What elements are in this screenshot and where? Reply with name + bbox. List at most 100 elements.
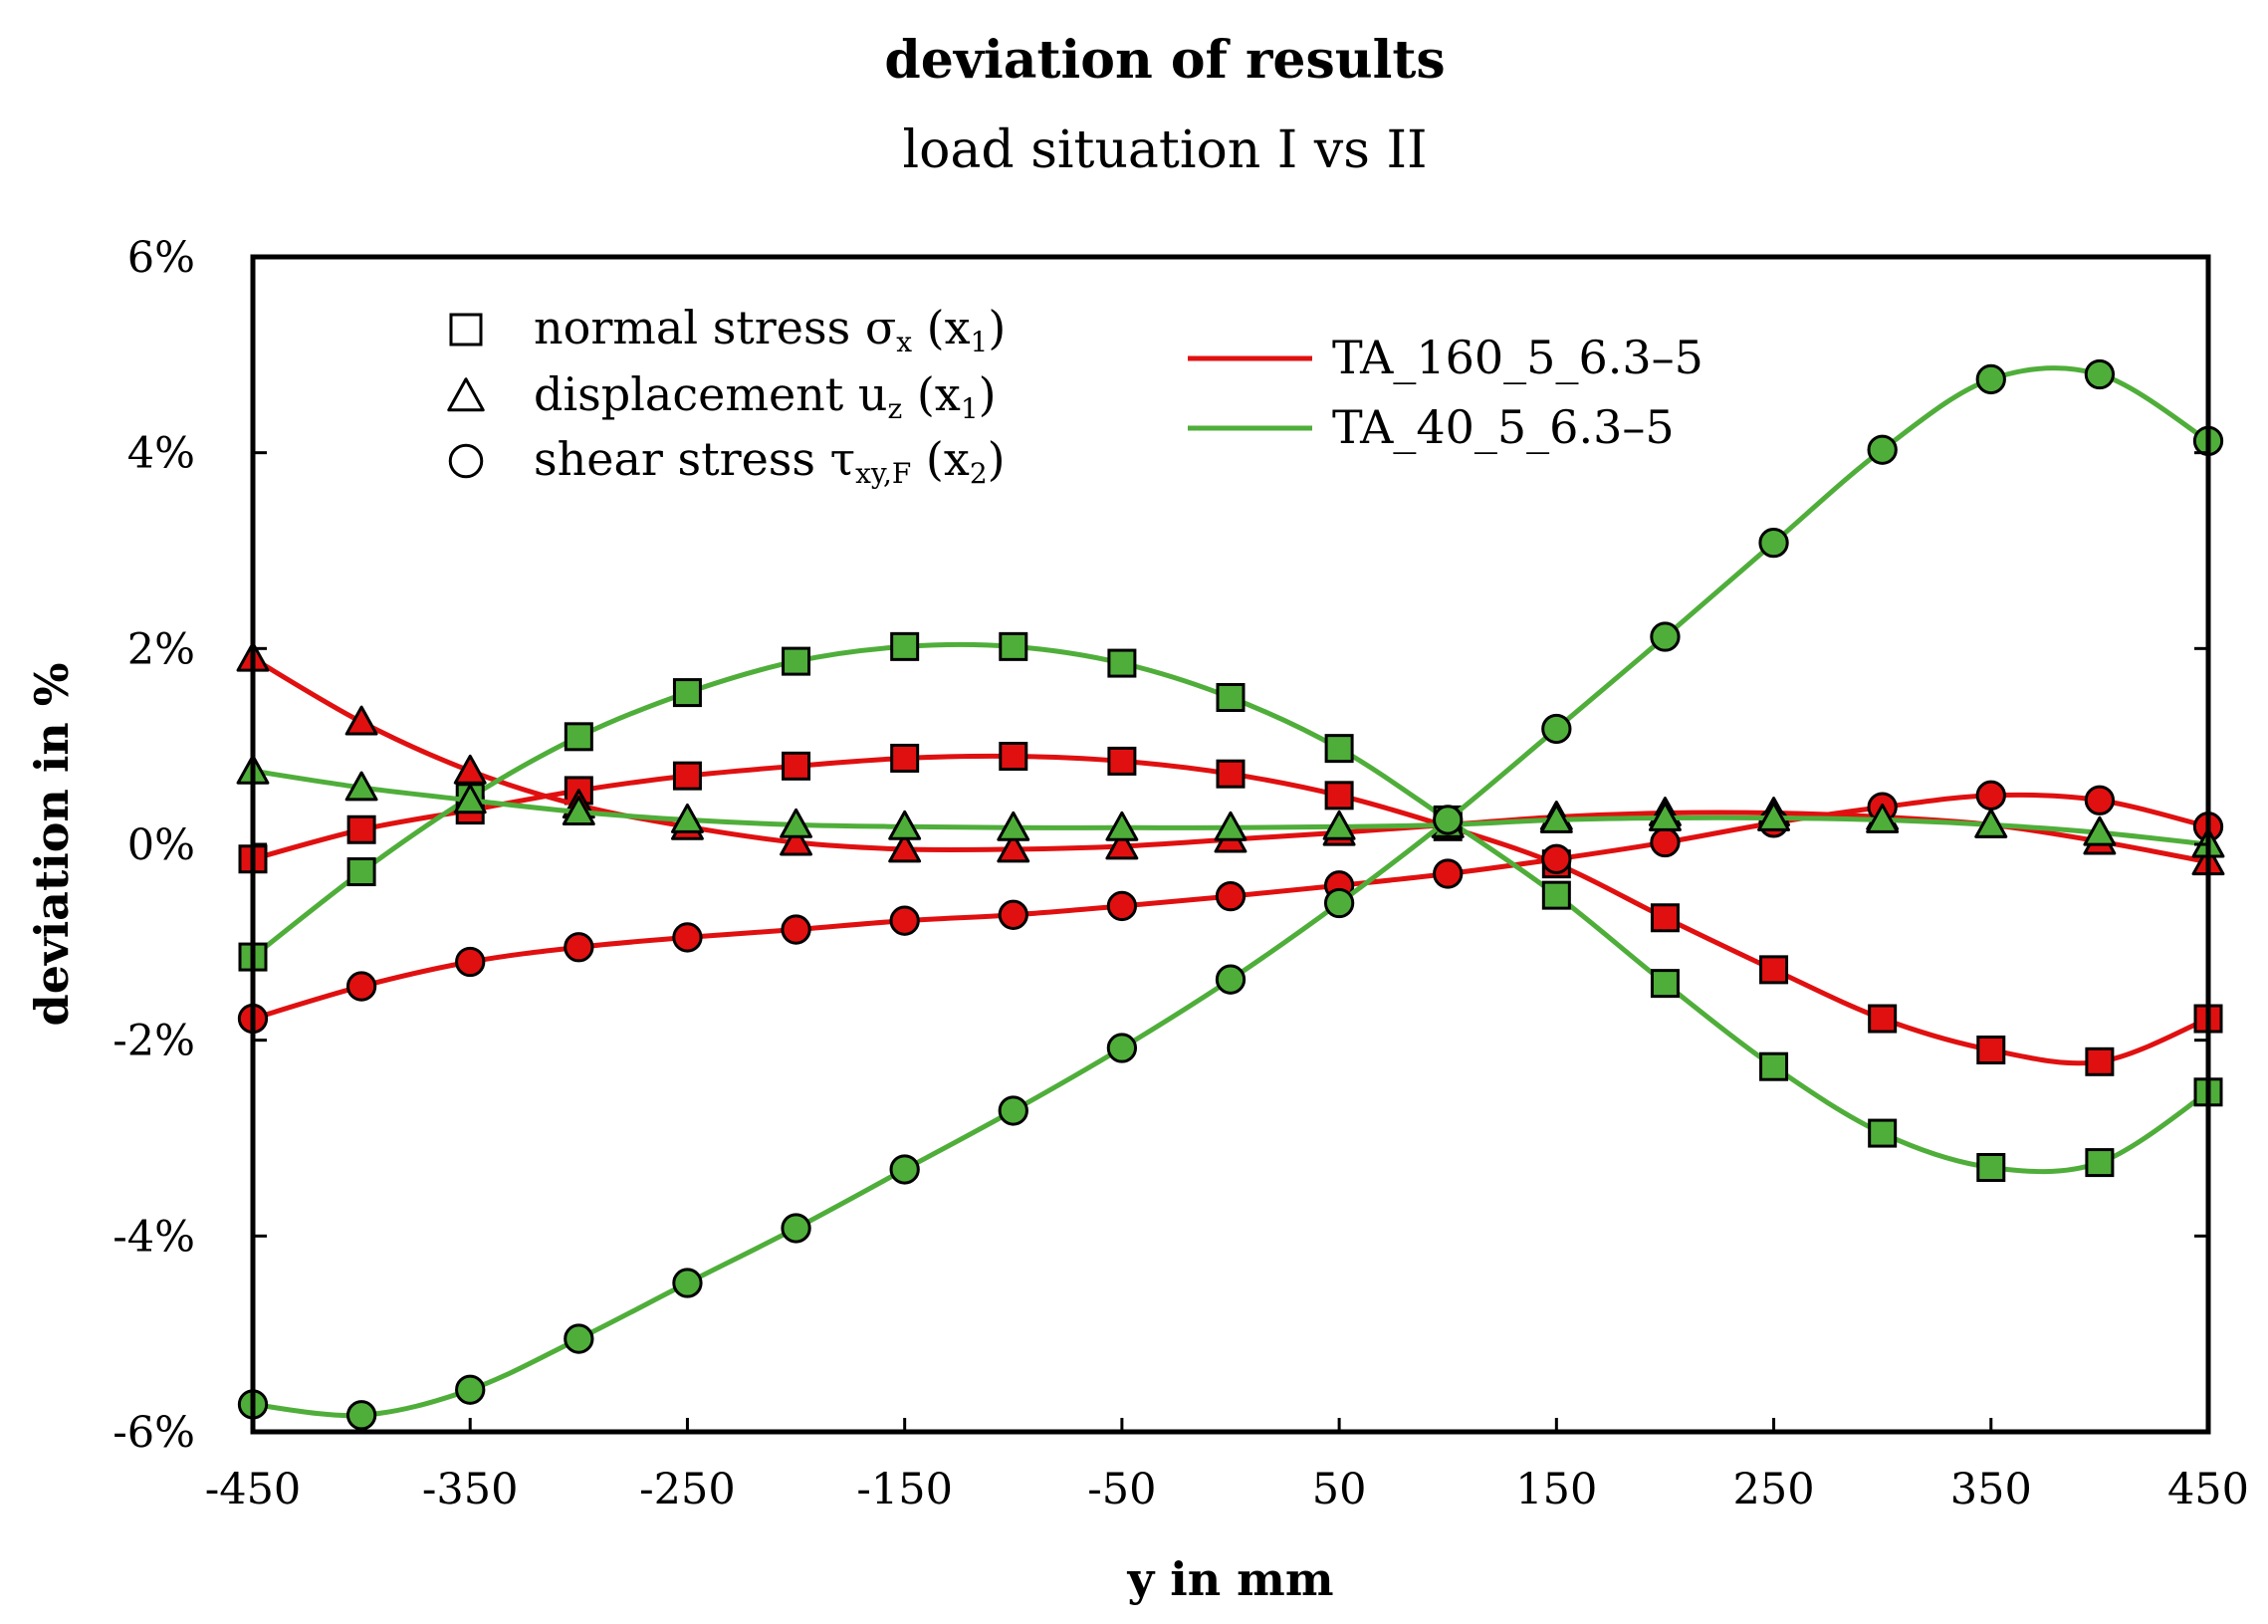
data-point-circle <box>998 1095 1028 1126</box>
chart-subtitle: load situation I vs II <box>902 120 1427 180</box>
x-tick-label: 350 <box>1950 1465 2032 1514</box>
data-point-triangle <box>780 808 813 838</box>
data-point-circle <box>1758 527 1789 559</box>
chart-title: deviation of results <box>884 30 1445 91</box>
data-point-square <box>999 742 1028 771</box>
series-layer <box>236 358 2225 1431</box>
data-point-circle <box>1106 1033 1138 1063</box>
x-tick-label: 50 <box>1312 1465 1367 1514</box>
data-point-circle <box>1975 780 2006 811</box>
data-point-triangle <box>1866 803 1900 833</box>
line-legend: TA_160_5_6.3–5 TA_40_5_6.3–5 <box>1188 331 1703 454</box>
data-point-circle <box>2084 358 2116 390</box>
legend-marker-square <box>449 313 483 347</box>
y-tick-label: 6% <box>127 233 195 283</box>
data-point-circle <box>1323 887 1355 919</box>
data-point-square <box>1324 734 1354 764</box>
data-point-square <box>999 631 1028 661</box>
x-tick-label: 150 <box>1515 1465 1597 1514</box>
series-square-3 <box>238 631 2223 1182</box>
data-point-triangle <box>1974 808 2008 838</box>
data-point-triangle <box>1105 829 1139 860</box>
data-point-square <box>1868 1118 1898 1148</box>
data-point-square <box>564 722 593 752</box>
legend-series-name: TA_40_5_6.3–5 <box>1332 400 1675 454</box>
x-axis-label: y in mm <box>1126 1552 1333 1606</box>
data-point-circle <box>781 1213 811 1244</box>
data-point-circle <box>1215 880 1247 912</box>
data-point-triangle <box>997 832 1030 863</box>
data-point-circle <box>1541 843 1572 874</box>
data-point-square <box>2085 1148 2115 1178</box>
data-point-circle <box>345 971 377 1002</box>
data-point-square <box>782 646 811 676</box>
x-tick-label: -50 <box>1087 1465 1156 1514</box>
data-point-square <box>1107 746 1137 776</box>
data-point-triangle <box>780 825 813 856</box>
data-point-square <box>1650 969 1680 999</box>
legend-text-circle: shear stress τxy,F (x2) <box>534 432 1006 490</box>
data-point-square <box>782 751 811 781</box>
data-point-triangle <box>670 803 704 833</box>
data-point-circle <box>1650 621 1681 652</box>
data-point-triangle <box>344 771 378 802</box>
data-point-triangle <box>453 754 487 785</box>
data-point-triangle <box>1105 811 1139 841</box>
data-point-triangle <box>453 784 487 814</box>
data-point-circle <box>781 914 811 945</box>
series-circle-5 <box>237 358 2224 1431</box>
data-point-triangle <box>888 832 922 863</box>
data-point-square <box>346 857 376 887</box>
data-point-circle <box>564 932 594 963</box>
data-point-square <box>672 678 702 708</box>
y-axis-label: deviation in % <box>25 663 79 1027</box>
data-point-circle <box>889 905 920 936</box>
data-point-square <box>1650 903 1680 933</box>
data-point-triangle <box>1322 810 1356 840</box>
data-point-square <box>1976 1036 2006 1064</box>
data-point-triangle <box>997 811 1030 841</box>
data-point-circle <box>455 946 486 978</box>
legend-series-name: TA_160_5_6.3–5 <box>1332 331 1703 384</box>
y-tick-label: -6% <box>113 1408 195 1458</box>
data-point-square <box>1759 1051 1789 1081</box>
y-axis: -6% -4% -2% 0% 2% 4% 6% <box>113 233 2208 1458</box>
data-point-square <box>890 743 920 773</box>
data-point-square <box>2085 1046 2115 1076</box>
y-tick-label: 2% <box>127 624 195 674</box>
data-point-circle <box>455 1374 486 1405</box>
data-point-triangle <box>1648 802 1682 831</box>
legend-text-triangle: displacement uz (x1) <box>534 367 997 425</box>
y-tick-label: 0% <box>127 820 195 870</box>
data-point-circle <box>889 1154 920 1185</box>
marker-legend: normal stress σx (x1) displacement uz (x1… <box>447 301 1006 490</box>
data-point-square <box>1216 683 1246 712</box>
y-tick-label: 4% <box>127 429 195 479</box>
data-point-triangle <box>562 796 595 826</box>
data-point-circle <box>1433 858 1464 889</box>
data-point-square <box>1216 759 1246 789</box>
data-point-triangle <box>1214 811 1247 841</box>
data-point-circle <box>672 922 703 953</box>
x-tick-label: -150 <box>856 1465 953 1514</box>
data-point-triangle <box>888 810 922 840</box>
data-point-triangle <box>1757 802 1791 831</box>
data-point-square <box>1541 880 1571 910</box>
y-tick-label: -2% <box>113 1017 195 1066</box>
x-tick-label: -450 <box>205 1465 302 1514</box>
data-point-circle <box>564 1323 594 1354</box>
data-point-circle <box>1650 826 1681 858</box>
x-tick-label: 450 <box>2167 1465 2249 1514</box>
legend-marker-circle <box>448 443 484 479</box>
data-point-triangle <box>2083 815 2117 846</box>
data-point-square <box>346 814 376 844</box>
data-point-square <box>1976 1153 2006 1182</box>
data-point-circle <box>672 1268 703 1298</box>
data-point-circle <box>1541 713 1572 745</box>
data-point-triangle <box>1539 803 1573 833</box>
data-point-triangle <box>344 705 378 736</box>
data-point-square <box>890 631 920 661</box>
x-tick-label: -250 <box>639 1465 736 1514</box>
data-point-circle <box>1433 805 1464 835</box>
